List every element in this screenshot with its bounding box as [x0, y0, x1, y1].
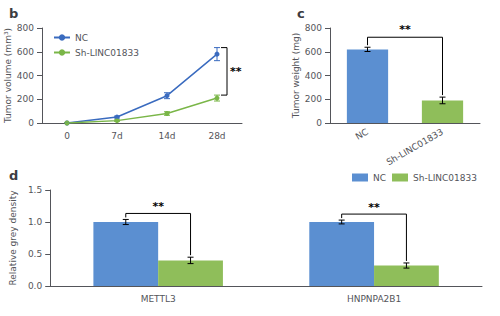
svg-text:b: b — [9, 6, 18, 21]
svg-text:Relative grey density: Relative grey density — [8, 190, 18, 286]
svg-text:c: c — [297, 6, 305, 21]
svg-text:Tumor volume (mm³): Tumor volume (mm³) — [3, 28, 13, 124]
svg-text:1.0: 1.0 — [28, 217, 43, 227]
svg-text:1.5: 1.5 — [28, 185, 42, 195]
svg-text:METTL3: METTL3 — [141, 294, 176, 304]
svg-text:NC: NC — [373, 173, 386, 183]
svg-text:0.5: 0.5 — [28, 249, 42, 259]
svg-text:**: ** — [399, 23, 411, 36]
svg-text:NC: NC — [75, 33, 88, 43]
svg-text:400: 400 — [17, 71, 34, 81]
svg-text:Sh-LINC01833: Sh-LINC01833 — [385, 127, 445, 168]
svg-text:**: ** — [152, 200, 164, 213]
svg-text:Tumor weight (mg): Tumor weight (mg) — [291, 33, 301, 119]
svg-text:d: d — [9, 168, 18, 183]
svg-text:NC: NC — [354, 127, 370, 142]
svg-text:14d: 14d — [158, 131, 175, 141]
svg-text:**: ** — [230, 65, 242, 78]
svg-text:HNPNPA2B1: HNPNPA2B1 — [347, 294, 401, 304]
svg-text:800: 800 — [305, 23, 322, 33]
svg-text:800: 800 — [17, 23, 34, 33]
svg-text:7d: 7d — [111, 131, 122, 141]
svg-text:0: 0 — [316, 118, 322, 128]
svg-text:0: 0 — [28, 118, 34, 128]
svg-text:600: 600 — [17, 47, 34, 57]
svg-text:28d: 28d — [208, 131, 225, 141]
svg-text:400: 400 — [305, 71, 322, 81]
svg-text:Sh-LINC01833: Sh-LINC01833 — [413, 173, 477, 183]
svg-text:200: 200 — [17, 94, 34, 104]
svg-text:200: 200 — [305, 94, 322, 104]
svg-text:Sh-LINC01833: Sh-LINC01833 — [75, 48, 139, 58]
svg-text:0.0: 0.0 — [28, 281, 43, 291]
svg-text:**: ** — [368, 201, 380, 214]
svg-text:600: 600 — [305, 47, 322, 57]
svg-text:0: 0 — [64, 131, 70, 141]
